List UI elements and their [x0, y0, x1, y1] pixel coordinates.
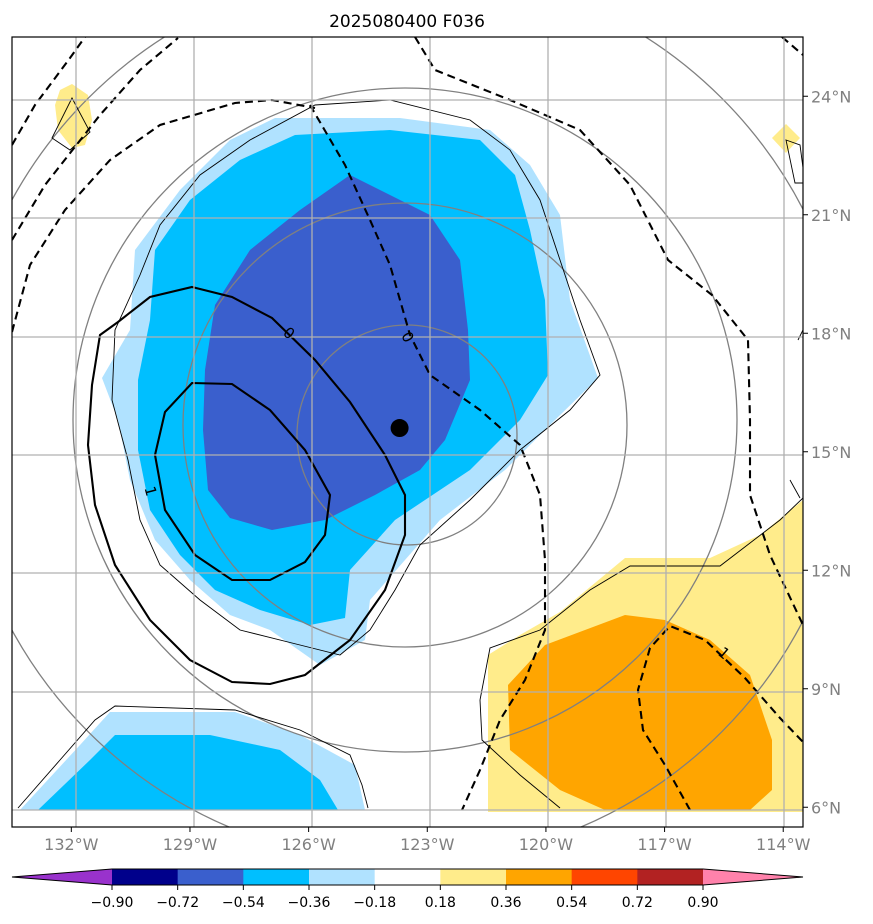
gray-ring-2 [182, 202, 628, 648]
gray-ring-3 [72, 87, 738, 753]
lon-tick-label: 132°W [44, 835, 99, 854]
colorbar-segment [506, 869, 573, 885]
shade-royal-blue [203, 175, 470, 530]
thin-contour-ne [785, 139, 803, 184]
gray-contours [12, 37, 803, 827]
thin-contours [17, 97, 803, 809]
colorbar: −0.90 −0.72 −0.54 −0.36 −0.18 0.18 0.36 0.54 0.7… [11, 868, 804, 911]
lat-tick-label: 6°N [811, 798, 841, 817]
colorbar-segment [112, 869, 179, 885]
dashed-contour-north-2 [12, 37, 179, 241]
dashed-contour-east-one [636, 624, 803, 811]
map-title: 2025080400 F036 [329, 12, 485, 32]
colorbar-tick-label: −0.36 [288, 895, 331, 911]
lon-tick-label: 126°W [281, 835, 336, 854]
storm-center-marker [390, 419, 409, 438]
shade-yellow-nw [55, 84, 92, 148]
solid-contour-outer [86, 285, 407, 686]
colorbar-tick-label: −0.54 [222, 895, 265, 911]
thin-contour-nw [51, 97, 91, 151]
colorbar-tick-label: 0.36 [490, 895, 521, 911]
lon-tick-label: 120°W [519, 835, 574, 854]
colorbar-segment [243, 869, 310, 885]
lat-tick-label: 9°N [811, 680, 841, 699]
colorbar-segment [571, 869, 638, 885]
colorbar-tick-label: 0.18 [425, 895, 456, 911]
colorbar-tick-label: −0.18 [353, 895, 396, 911]
lat-tick-label: 24°N [811, 87, 851, 106]
lon-tick-label: 117°W [637, 835, 692, 854]
colorbar-segment [440, 869, 507, 885]
lat-tick-label: 18°N [811, 324, 851, 343]
lon-tick-label: 114°W [756, 835, 811, 854]
colorbar-tick-label: −0.90 [91, 895, 134, 911]
shaded-field [20, 84, 803, 812]
thin-contour-lower-right [479, 497, 803, 809]
map-frame [11, 36, 804, 828]
map-area: 0 011 [12, 37, 803, 827]
colorbar-tick-label: 0.54 [556, 895, 587, 911]
colorbar-tick-label: −0.72 [156, 895, 199, 911]
colorbar-tick-label: 0.72 [622, 895, 653, 911]
latitude-ticks: 6°N 9°N 12°N 15°N 18°N 21°N 24°N [803, 87, 851, 817]
dashed-contour-north-3 [12, 37, 86, 146]
map-grid [12, 37, 803, 827]
lon-tick-label: 129°W [163, 835, 218, 854]
shade-yellow-ne [772, 124, 800, 153]
lon-tick-label: 123°W [400, 835, 455, 854]
colorbar-segment [309, 869, 376, 885]
longitude-ticks: 132°W 129°W 126°W 123°W 120°W 117°W 114°W [44, 827, 811, 854]
dashed-contour-zero [309, 104, 547, 811]
colorbar-tick-label: 0.90 [687, 895, 718, 911]
solid-contour-inner [153, 381, 332, 582]
colorbar-extend-high [703, 869, 803, 885]
dashed-contour-north-4 [414, 37, 803, 626]
shade-lower-left-blue [38, 735, 338, 810]
colorbar-extend-low [12, 869, 112, 885]
thin-contour-lower-left [17, 705, 369, 809]
colorbar-segment [177, 869, 244, 885]
solid-contours [86, 285, 407, 686]
lat-tick-label: 12°N [811, 561, 851, 580]
lat-tick-label: 21°N [811, 206, 851, 225]
thin-contour-east [789, 329, 803, 499]
contour-label: 1 [140, 484, 160, 498]
lat-tick-label: 15°N [811, 443, 851, 462]
colorbar-segment [374, 869, 441, 885]
thin-contour-center [111, 99, 601, 656]
dashed-contour-ne-corner [781, 37, 803, 56]
colorbar-segment [637, 869, 704, 885]
